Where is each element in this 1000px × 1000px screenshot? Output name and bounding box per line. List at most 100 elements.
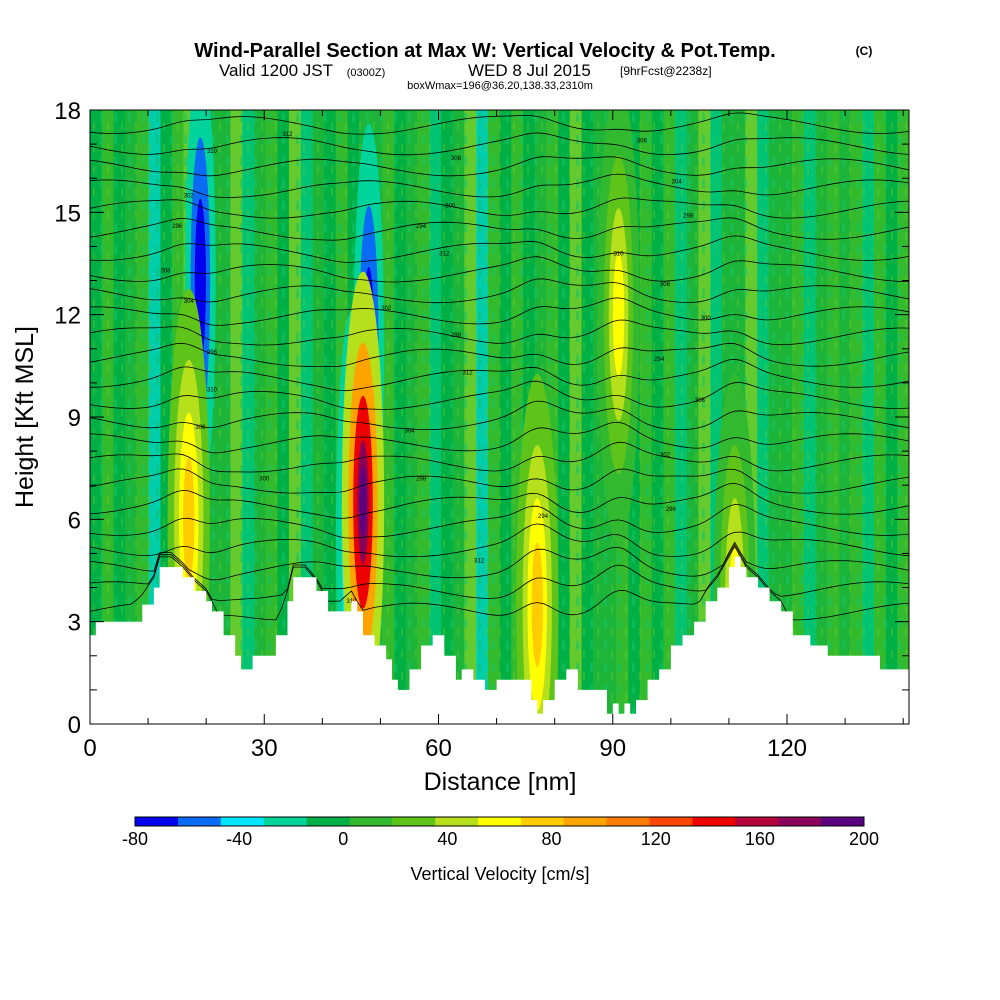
theta-contour xyxy=(90,380,909,410)
x-tick-label: 0 xyxy=(83,735,96,762)
colorbar-swatch xyxy=(735,817,779,826)
colorbar-frame xyxy=(134,816,865,827)
colorbar-swatch xyxy=(177,817,222,826)
downdraft-core xyxy=(197,239,204,322)
theta-contour xyxy=(90,156,909,177)
x-tick-label: 60 xyxy=(425,735,452,762)
updraft-core xyxy=(359,466,367,538)
contour-label: 306 xyxy=(195,425,206,431)
theta-contour xyxy=(90,112,909,135)
x-axis-label: Distance [nm] xyxy=(424,768,577,796)
chart-title: Wind-Parallel Section at Max W: Vertical… xyxy=(194,40,775,62)
contour-label: 294 xyxy=(654,357,665,363)
theta-contour xyxy=(90,297,909,326)
theta-contour xyxy=(90,278,909,304)
y-tick-label: 0 xyxy=(68,712,81,739)
updraft-core xyxy=(534,569,541,641)
x-tick-label: 90 xyxy=(599,735,626,762)
theta-contour xyxy=(90,504,909,539)
colorbar-swatch xyxy=(306,817,350,826)
contour-label: 296 xyxy=(666,507,677,513)
contour-label: 300 xyxy=(259,476,270,482)
colorbar-tick-label: 160 xyxy=(745,829,775,849)
updraft-core xyxy=(615,279,622,351)
contour-label: 304 xyxy=(184,299,195,305)
contour-label: 298 xyxy=(416,476,427,482)
contour-label: 294 xyxy=(416,224,427,230)
theta-contour xyxy=(90,421,909,454)
contour-label: 310 xyxy=(207,149,218,155)
contour-label: 302 xyxy=(660,453,671,459)
colorbar-swatch xyxy=(563,817,608,826)
colorbar-swatch xyxy=(135,817,179,826)
y-axis-label: Height [Kft MSL] xyxy=(11,326,39,508)
colorbar-swatch xyxy=(778,817,822,826)
box-info: boxWmax=196@36.20,138.33,2310m xyxy=(407,80,593,92)
valid-time: Valid 1200 JST xyxy=(219,61,333,80)
colorbar-tick-label: 40 xyxy=(437,829,457,849)
contour-label: 306 xyxy=(637,139,648,145)
colorbar-swatch xyxy=(220,817,265,826)
contour-label: 298 xyxy=(683,214,694,220)
theta-contour xyxy=(90,358,909,392)
contour-label: 304 xyxy=(672,180,683,186)
contour-label: 312 xyxy=(463,371,474,377)
colorbar-label: Vertical Velocity [cm/s] xyxy=(410,864,589,884)
terrain-mask xyxy=(90,556,909,724)
colorbar-swatch xyxy=(435,817,479,826)
contour-label: 308 xyxy=(695,398,706,404)
colorbar-tick-label: 200 xyxy=(849,829,879,849)
colorbar-tick-label: 120 xyxy=(641,829,671,849)
theta-contour xyxy=(90,541,909,581)
forecast-info: [9hrFcst@2238z] xyxy=(620,64,712,78)
theta-contour xyxy=(90,468,909,494)
valid-utc: (0300Z) xyxy=(347,67,386,79)
theta-contour xyxy=(90,400,909,430)
contour-label: 302 xyxy=(184,193,195,199)
contour-label: 296 xyxy=(172,224,183,230)
axis-ticks: 0 30 60 90 120 0 3 6 9 12 15 18 xyxy=(54,98,909,762)
theta-contour xyxy=(90,256,909,283)
colorbar-swatch xyxy=(649,817,693,826)
theta-contour xyxy=(90,342,909,367)
contour-label: 300 xyxy=(445,204,456,210)
contour-label: 300 xyxy=(701,316,712,322)
plot-area: 312 310 308 306 304 302 300 298 296 294 312 310 308 3… xyxy=(90,110,909,724)
colorbar-tick-label: -80 xyxy=(122,829,148,849)
x-tick-label: 120 xyxy=(767,735,807,762)
colorbar-swatch xyxy=(606,817,651,826)
theta-contour xyxy=(90,543,909,601)
y-tick-label: 9 xyxy=(68,405,81,432)
y-tick-label: 15 xyxy=(54,200,81,227)
theta-contour xyxy=(90,217,909,241)
x-tick-label: 30 xyxy=(251,735,278,762)
colorbar-tick-label: 80 xyxy=(542,829,562,849)
contour-label: 306 xyxy=(660,282,671,288)
contour-label: 310 xyxy=(614,251,625,257)
y-tick-label: 6 xyxy=(68,507,81,534)
theta-contour xyxy=(90,235,909,263)
theta-contours xyxy=(90,112,909,621)
contour-label: 298 xyxy=(451,333,462,339)
colorbar-swatch xyxy=(263,817,308,826)
contour-label: 302 xyxy=(381,306,392,312)
theta-contour xyxy=(90,197,909,219)
theta-contour xyxy=(90,132,909,156)
theta-contour xyxy=(90,319,909,346)
contour-label: 304 xyxy=(404,429,415,435)
colorbar-swatch xyxy=(392,817,436,826)
colorbar: -80 -40 0 40 80 120 160 200 xyxy=(122,816,879,849)
colorbar-swatch xyxy=(478,817,522,826)
theta-contour xyxy=(90,545,909,621)
contour-label: 294 xyxy=(538,514,549,520)
colorbar-tick-label: -40 xyxy=(226,829,252,849)
theta-contour xyxy=(90,482,909,519)
colorbar-swatch xyxy=(349,817,393,826)
contour-label: 312 xyxy=(282,132,293,138)
colorbar-tick-label: 0 xyxy=(338,829,348,849)
contour-labels: 312 310 308 306 304 302 300 298 296 294 312 310 308 3… xyxy=(161,132,712,605)
contour-label: 312 xyxy=(474,558,485,564)
updraft-core xyxy=(185,483,192,555)
